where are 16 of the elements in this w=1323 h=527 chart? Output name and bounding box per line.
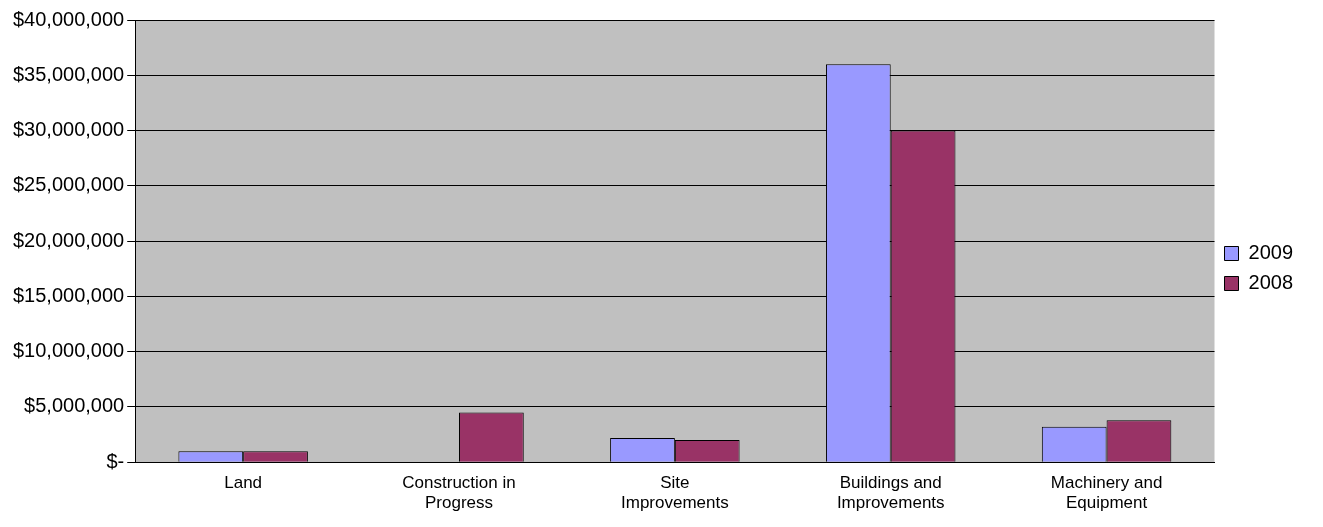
y-tick-label: $35,000,000: [12, 62, 125, 85]
y-tick-label: $40,000,000: [12, 7, 125, 30]
y-tick-label: $25,000,000: [12, 173, 125, 196]
y-tick-label: $15,000,000: [12, 283, 125, 306]
legend-label: 2009: [1248, 241, 1294, 264]
x-tick-label: Site Improvements: [621, 473, 729, 513]
x-tick-label: Construction in Progress: [402, 473, 516, 513]
y-tick-label: $30,000,000: [12, 118, 125, 141]
y-tick-label: $-: [106, 449, 125, 472]
y-tick-label: $10,000,000: [12, 339, 125, 362]
legend-label: 2008: [1248, 271, 1294, 294]
y-tick-label: $5,000,000: [24, 394, 125, 417]
x-tick-label: Machinery and Equipment: [1050, 473, 1163, 513]
x-tick-label: Buildings and Improvements: [836, 473, 945, 513]
x-tick-label: Land: [224, 473, 263, 493]
y-tick-label: $20,000,000: [12, 228, 125, 251]
